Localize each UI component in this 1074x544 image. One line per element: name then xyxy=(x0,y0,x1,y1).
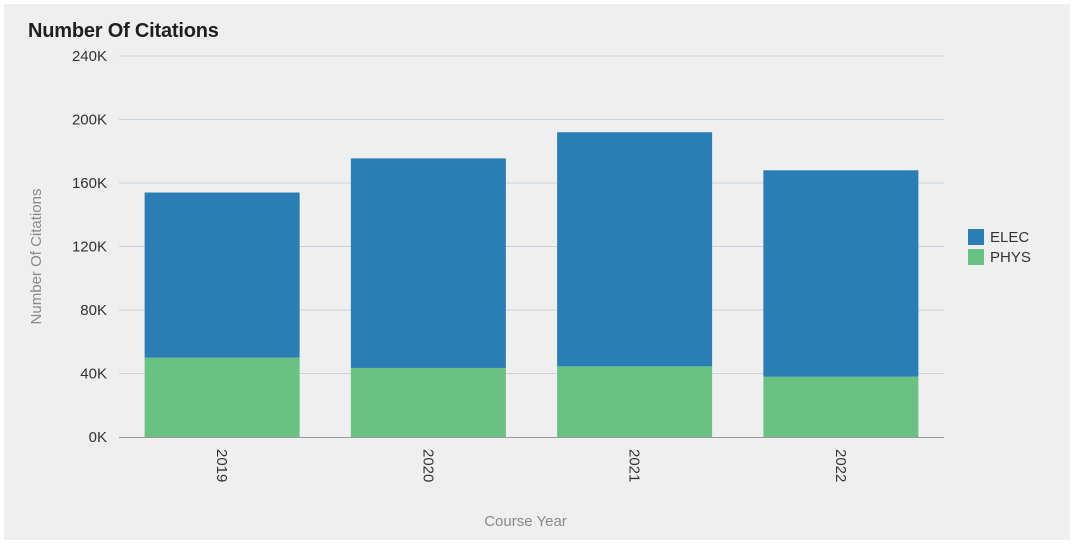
legend-swatch-elec xyxy=(968,229,984,245)
legend-label: ELEC xyxy=(990,229,1029,246)
legend-label: PHYS xyxy=(990,249,1031,266)
bar-elec-2021 xyxy=(557,132,713,367)
y-tick-label: 200K xyxy=(72,112,107,129)
y-axis-title: Number Of Citations xyxy=(28,189,45,325)
bar-phys-2021 xyxy=(557,366,713,437)
bar-phys-2022 xyxy=(763,376,919,437)
bars xyxy=(144,132,919,437)
bar-elec-2022 xyxy=(763,170,919,377)
y-tick-label: 120K xyxy=(72,239,107,256)
x-tick-label: 2020 xyxy=(419,449,436,482)
legend-swatch-phys xyxy=(968,249,984,265)
y-tick-label: 80K xyxy=(80,302,107,319)
y-axis-ticks: 0K 40K 80K 120K 160K 200K 240K xyxy=(72,48,107,446)
x-axis-title: Course Year xyxy=(484,513,567,530)
chart-title: Number Of Citations xyxy=(28,20,219,42)
y-tick-label: 160K xyxy=(72,175,107,192)
bar-phys-2020 xyxy=(350,367,506,437)
y-tick-label: 40K xyxy=(80,366,107,383)
x-tick-label: 2019 xyxy=(213,449,230,482)
x-axis-ticks: 2019 2020 2021 2022 xyxy=(213,449,849,482)
x-tick-label: 2021 xyxy=(626,449,643,482)
y-tick-label: 240K xyxy=(72,48,107,65)
bar-elec-2020 xyxy=(350,158,506,368)
bar-phys-2019 xyxy=(144,357,300,437)
legend: ELEC PHYS xyxy=(968,229,1031,266)
bar-elec-2019 xyxy=(144,192,300,358)
x-tick-label: 2022 xyxy=(832,449,849,482)
y-tick-label: 0K xyxy=(89,429,107,446)
